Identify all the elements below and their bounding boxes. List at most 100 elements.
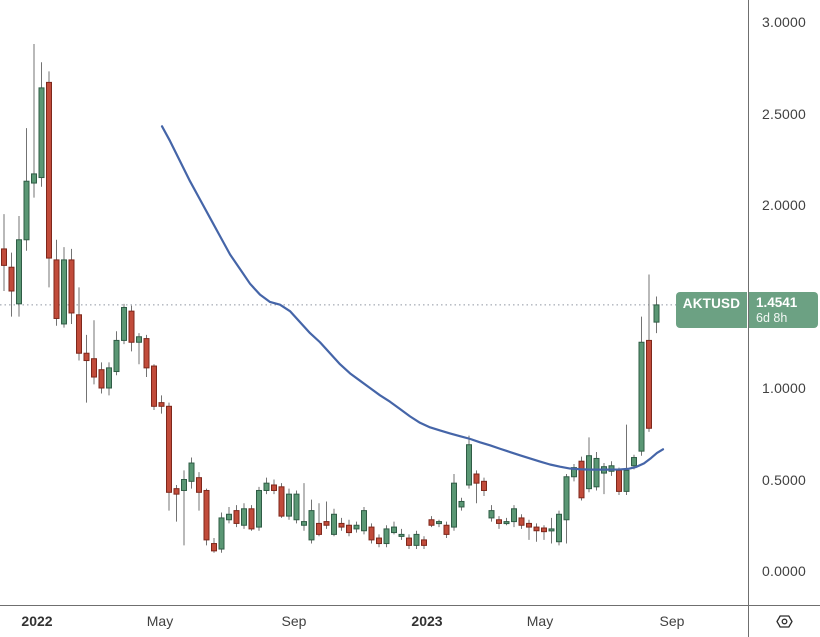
candle-down[interactable] [533, 526, 540, 532]
candle-up[interactable] [293, 493, 300, 521]
candle-up[interactable] [638, 341, 645, 452]
candle-up[interactable] [593, 457, 600, 488]
candle-down[interactable] [53, 259, 60, 319]
candle-up[interactable] [413, 533, 420, 546]
candle-down[interactable] [271, 484, 277, 491]
candle-up[interactable] [286, 493, 292, 517]
candle-up[interactable] [121, 306, 127, 341]
candle-down[interactable] [173, 488, 180, 495]
price-axis-tick: 0.0000 [762, 563, 807, 579]
candle-down[interactable] [323, 521, 330, 526]
candle-down[interactable] [8, 266, 15, 292]
candle-down[interactable] [316, 522, 322, 535]
candle-up[interactable] [256, 489, 262, 528]
candle-up[interactable] [241, 508, 247, 526]
candle-down[interactable] [196, 477, 202, 493]
candle-down[interactable] [518, 517, 525, 526]
candle-up[interactable] [263, 482, 270, 491]
candle-down[interactable] [278, 486, 285, 517]
time-axis-label: Sep [659, 613, 685, 629]
candle-up[interactable] [361, 510, 367, 532]
candle-down[interactable] [1, 248, 7, 266]
candle-down[interactable] [346, 524, 352, 534]
candle-up[interactable] [61, 259, 67, 325]
candle-down[interactable] [338, 522, 345, 528]
candle-down[interactable] [248, 508, 255, 530]
candle-up[interactable] [586, 455, 592, 490]
candle-up[interactable] [458, 500, 465, 508]
chart-canvas[interactable]: AKTUSD 1.4541 6d 8h [0, 0, 818, 605]
candle-down[interactable] [233, 510, 240, 524]
candle-up[interactable] [623, 469, 630, 492]
candle-down[interactable] [158, 402, 165, 407]
candle-down[interactable] [406, 537, 412, 546]
candle-down[interactable] [143, 338, 150, 369]
candle-up[interactable] [511, 508, 517, 523]
candle-up[interactable] [563, 476, 570, 521]
candle-up[interactable] [301, 521, 307, 526]
pane-settings-icon[interactable] [776, 615, 793, 628]
candle-up[interactable] [331, 513, 337, 535]
candle-down[interactable] [496, 519, 502, 524]
candle-up[interactable] [466, 444, 472, 486]
time-axis[interactable]: 2022 May Sep 2023 May Sep [0, 605, 748, 637]
candle-up[interactable] [181, 479, 187, 491]
candle-down[interactable] [526, 522, 532, 528]
candle-up[interactable] [571, 467, 577, 478]
candle-down[interactable] [443, 524, 450, 535]
candle-up[interactable] [503, 521, 510, 525]
candle-down[interactable] [128, 310, 135, 343]
candle-down[interactable] [421, 539, 427, 546]
candle-down[interactable] [616, 469, 622, 492]
candle-down[interactable] [166, 405, 172, 493]
candle-up[interactable] [391, 526, 397, 534]
candle-up[interactable] [488, 510, 495, 519]
price-axis-tick: 3.0000 [762, 14, 807, 30]
candle-up[interactable] [31, 173, 37, 184]
price-axis-tick: 0.5000 [762, 471, 807, 488]
candle-up[interactable] [398, 533, 405, 537]
candle-down[interactable] [203, 489, 210, 541]
candle-up[interactable] [353, 524, 360, 530]
candle-down[interactable] [98, 369, 105, 389]
candle-up[interactable] [113, 339, 120, 373]
candle-down[interactable] [578, 460, 585, 499]
price-axis-tick: 2.5000 [762, 105, 807, 122]
candle-down[interactable] [481, 480, 487, 491]
candle-up[interactable] [226, 513, 232, 521]
candle-down[interactable] [473, 473, 480, 484]
candle-up[interactable] [631, 457, 637, 467]
candle-down[interactable] [76, 314, 82, 354]
candle-down[interactable] [368, 526, 375, 541]
moving-average-line [160, 125, 665, 471]
candle-up[interactable] [136, 336, 142, 343]
candle-down[interactable] [46, 81, 52, 259]
candle-up[interactable] [436, 521, 442, 525]
candle-up[interactable] [218, 517, 225, 550]
candle-up[interactable] [38, 87, 45, 179]
candle-down[interactable] [211, 543, 217, 552]
candle-up[interactable] [308, 510, 315, 541]
candle-down[interactable] [91, 358, 97, 378]
candle-up[interactable] [188, 462, 195, 482]
candle-up[interactable] [451, 482, 457, 528]
candle-down[interactable] [646, 339, 652, 429]
time-axis-label: May [526, 613, 554, 629]
candle-down[interactable] [541, 527, 547, 533]
candle-down[interactable] [83, 352, 90, 362]
candle-up[interactable] [106, 367, 112, 389]
candle-up[interactable] [23, 180, 30, 241]
last-price: 1.4541 [756, 295, 798, 310]
candle-up[interactable] [16, 239, 22, 305]
candle-up[interactable] [556, 513, 562, 543]
candle-down[interactable] [376, 537, 382, 545]
icon-pupil [781, 618, 788, 625]
candle-up[interactable] [548, 528, 555, 532]
candle-up[interactable] [383, 528, 390, 545]
candle-down[interactable] [428, 519, 435, 526]
candle-up[interactable] [653, 304, 660, 323]
candle-down[interactable] [68, 259, 75, 314]
candle-down[interactable] [151, 365, 157, 407]
candlestick-chart[interactable] [0, 0, 748, 605]
